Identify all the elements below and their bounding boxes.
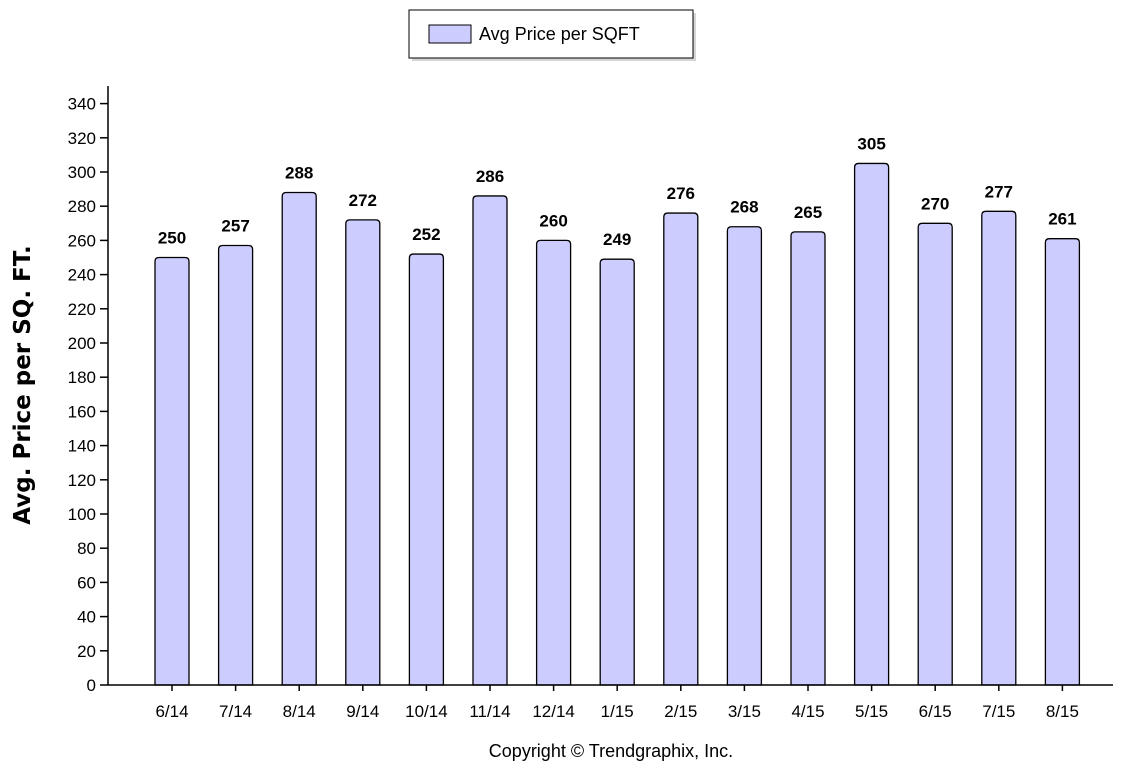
- y-tick-label: 220: [68, 300, 96, 319]
- data-label: 260: [539, 211, 567, 230]
- data-label: 249: [603, 230, 631, 249]
- y-tick-label: 120: [68, 471, 96, 490]
- bar-12-14: [535, 239, 572, 686]
- x-tick-label: 3/15: [728, 702, 761, 721]
- y-tick-label: 140: [68, 437, 96, 456]
- legend-swatch: [428, 24, 472, 44]
- x-tick-label: 10/14: [405, 702, 448, 721]
- bar-3-15: [726, 226, 763, 686]
- data-label: 270: [921, 194, 949, 213]
- data-label: 305: [857, 134, 885, 153]
- y-tick-label: 240: [68, 266, 96, 285]
- data-label: 286: [476, 167, 504, 186]
- x-tick-label: 7/15: [982, 702, 1015, 721]
- bar-7-15: [981, 210, 1017, 686]
- copyright-text: Copyright © Trendgraphix, Inc.: [489, 741, 733, 761]
- y-tick-label: 200: [68, 334, 96, 353]
- y-tick-label: 40: [77, 608, 96, 627]
- data-label: 252: [412, 225, 440, 244]
- y-tick-label: 280: [68, 197, 96, 216]
- x-tick-label: 6/15: [919, 702, 952, 721]
- x-tick-label: 1/15: [601, 702, 634, 721]
- y-tick-label: 0: [87, 676, 96, 695]
- bar-1-15: [599, 258, 635, 686]
- data-label: 265: [794, 203, 822, 222]
- data-label: 261: [1048, 210, 1076, 229]
- bar-8-15: [1044, 238, 1081, 686]
- y-tick-label: 60: [77, 573, 96, 592]
- x-tick-label: 9/14: [346, 702, 379, 721]
- legend: Avg Price per SQFT: [408, 9, 696, 61]
- x-tick-label: 8/15: [1046, 702, 1079, 721]
- bar-8-14: [281, 191, 317, 686]
- bar-4-15: [790, 231, 826, 686]
- bar-5-15: [853, 162, 890, 686]
- data-label: 272: [349, 191, 377, 210]
- y-tick-label: 260: [68, 231, 96, 250]
- bar-6-14: [154, 256, 190, 686]
- data-label: 250: [158, 229, 186, 248]
- x-tick-label: 5/15: [855, 702, 888, 721]
- x-tick-label: 4/15: [791, 702, 824, 721]
- y-tick-label: 20: [77, 642, 96, 661]
- y-tick-label: 340: [68, 95, 96, 114]
- x-axis-ticks: 6/14 7/14 8/14 9/14 10/14 11/14 12/14 1/15 2/15 3…: [155, 685, 1079, 721]
- y-tick-label: 320: [68, 129, 96, 148]
- bar-6-15: [917, 222, 953, 686]
- bar-2-15: [663, 212, 699, 686]
- x-tick-label: 11/14: [469, 702, 510, 721]
- data-label: 276: [667, 184, 695, 203]
- x-tick-label: 2/15: [664, 702, 697, 721]
- data-label: 268: [730, 198, 758, 217]
- bar-10-14: [408, 253, 445, 686]
- legend-label: Avg Price per SQFT: [479, 24, 640, 44]
- y-tick-label: 300: [68, 163, 96, 182]
- bar-9-14: [345, 219, 381, 686]
- y-tick-label: 160: [68, 402, 96, 421]
- y-tick-label: 80: [77, 539, 96, 558]
- y-tick-label: 100: [68, 505, 96, 524]
- data-label: 257: [221, 217, 249, 236]
- y-tick-label: 180: [68, 368, 96, 387]
- bars: 250 257 288 272 252 286 260 249 276 268 265 305 270 2…: [154, 134, 1081, 686]
- x-tick-label: 6/14: [155, 702, 188, 721]
- x-tick-label: 8/14: [283, 702, 316, 721]
- y-axis-title: Avg. Price per SQ. FT.: [10, 245, 36, 524]
- data-label: 277: [985, 182, 1013, 201]
- x-tick-label: 12/14: [532, 702, 575, 721]
- bar-11-14: [472, 195, 508, 686]
- bar-7-14: [217, 244, 254, 686]
- y-axis-ticks: 0 20 40 60 80 100 120 140 160 180 200 220 240 260 280 3…: [68, 95, 108, 695]
- x-tick-label: 7/14: [219, 702, 252, 721]
- data-label: 288: [285, 164, 313, 183]
